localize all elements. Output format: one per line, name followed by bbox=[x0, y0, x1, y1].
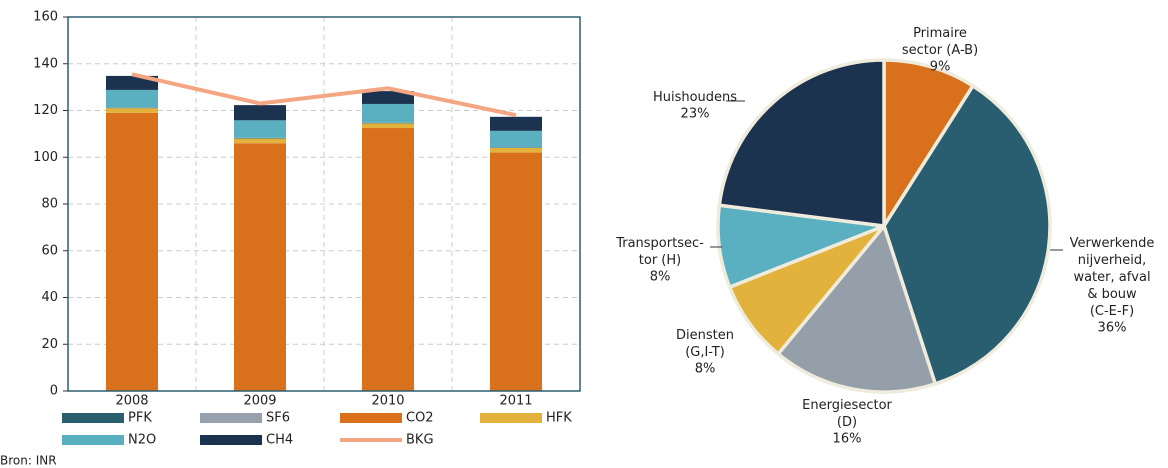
bar-segment bbox=[490, 147, 542, 153]
pie-slice bbox=[775, 222, 938, 394]
label-line: tor (H) bbox=[639, 253, 681, 268]
label-line: water, afval bbox=[1073, 270, 1150, 285]
label-line: nijverheid, bbox=[1078, 253, 1147, 268]
slice-value-label: 36% bbox=[1098, 321, 1127, 336]
bar-segment bbox=[234, 138, 286, 144]
bar-segment bbox=[362, 103, 414, 123]
slice-value-label: 23% bbox=[681, 107, 710, 122]
bar-segment bbox=[234, 105, 286, 121]
pie-slice bbox=[882, 58, 976, 233]
label-line: Energiesector bbox=[802, 398, 892, 413]
bar-segment bbox=[362, 128, 414, 391]
label-line: Huishoudens bbox=[653, 90, 737, 105]
x-tick-label: 2008 bbox=[115, 394, 148, 409]
slice-value-label: 8% bbox=[650, 270, 671, 285]
legend-label: SF6 bbox=[266, 411, 290, 426]
legend-swatch bbox=[200, 435, 262, 445]
legend-label: CO2 bbox=[406, 411, 434, 426]
plot-frame bbox=[67, 16, 581, 392]
line-series bbox=[131, 72, 517, 118]
bar-segment bbox=[106, 89, 158, 108]
y-tick-label: 160 bbox=[33, 10, 58, 25]
bar-segment bbox=[490, 130, 542, 148]
label-line: (D) bbox=[837, 415, 857, 430]
slice-label: Primaire sector (A-B) bbox=[902, 26, 978, 58]
bar-segment bbox=[490, 116, 542, 131]
y-tick-label: 80 bbox=[41, 197, 58, 212]
slice-label: Energiesector (D) bbox=[802, 398, 892, 430]
bar-segment bbox=[362, 91, 414, 104]
bar-segment bbox=[234, 120, 286, 138]
legend-swatch bbox=[200, 413, 262, 423]
bar-segment bbox=[234, 143, 286, 391]
slice-value-label: 16% bbox=[833, 432, 862, 447]
label-line: Transportsec- bbox=[615, 236, 704, 251]
legend-label: N2O bbox=[128, 433, 156, 448]
legend-label: BKG bbox=[406, 433, 434, 448]
label-line: & bouw bbox=[1087, 287, 1137, 302]
slice-label: Transportsec-tor (H) bbox=[615, 236, 704, 268]
legend-label: HFK bbox=[546, 411, 572, 426]
y-tick-label: 140 bbox=[33, 56, 58, 71]
label-line: Verwerkende bbox=[1070, 236, 1155, 251]
label-line: Diensten bbox=[676, 328, 734, 343]
y-tick-label: 40 bbox=[41, 290, 58, 305]
label-line: (C-E-F) bbox=[1090, 304, 1134, 319]
slice-label: Huishoudens bbox=[653, 90, 737, 105]
source: Bron: INR bbox=[0, 454, 57, 468]
legend-swatch bbox=[480, 413, 542, 423]
legend-swatch bbox=[62, 413, 124, 423]
pie-slice bbox=[717, 58, 886, 228]
y-tick-label: 20 bbox=[41, 337, 58, 352]
legend-label: CH4 bbox=[266, 433, 293, 448]
y-tick-label: 120 bbox=[33, 103, 58, 118]
bar-segment bbox=[490, 152, 542, 391]
x-tick-label: 2011 bbox=[499, 394, 532, 409]
bar-segment bbox=[106, 112, 158, 392]
slice-value-label: 9% bbox=[930, 60, 951, 75]
legend-swatch bbox=[340, 413, 402, 423]
x-tick-label: 2009 bbox=[243, 394, 276, 409]
bar-segment bbox=[362, 123, 414, 129]
pie-slice bbox=[882, 83, 1052, 387]
label-line: Primaire bbox=[913, 26, 967, 41]
label-line: (G,I-T) bbox=[685, 345, 725, 360]
slice-label: Diensten (G,I-T) bbox=[676, 328, 734, 360]
legend-label: PFK bbox=[128, 411, 152, 426]
x-tick-label: 2010 bbox=[371, 394, 404, 409]
y-tick-label: 60 bbox=[41, 243, 58, 258]
y-tick-label: 100 bbox=[33, 150, 58, 165]
slice-value-label: 8% bbox=[695, 362, 716, 377]
y-tick-label: 0 bbox=[50, 384, 58, 399]
bar-segment bbox=[106, 75, 158, 90]
label-line: sector (A-B) bbox=[902, 43, 978, 58]
bar-segment bbox=[106, 108, 158, 113]
slice-label: Verwerkende nijverheid, water, afval & bouw… bbox=[1070, 236, 1155, 319]
legend-swatch bbox=[62, 435, 124, 445]
